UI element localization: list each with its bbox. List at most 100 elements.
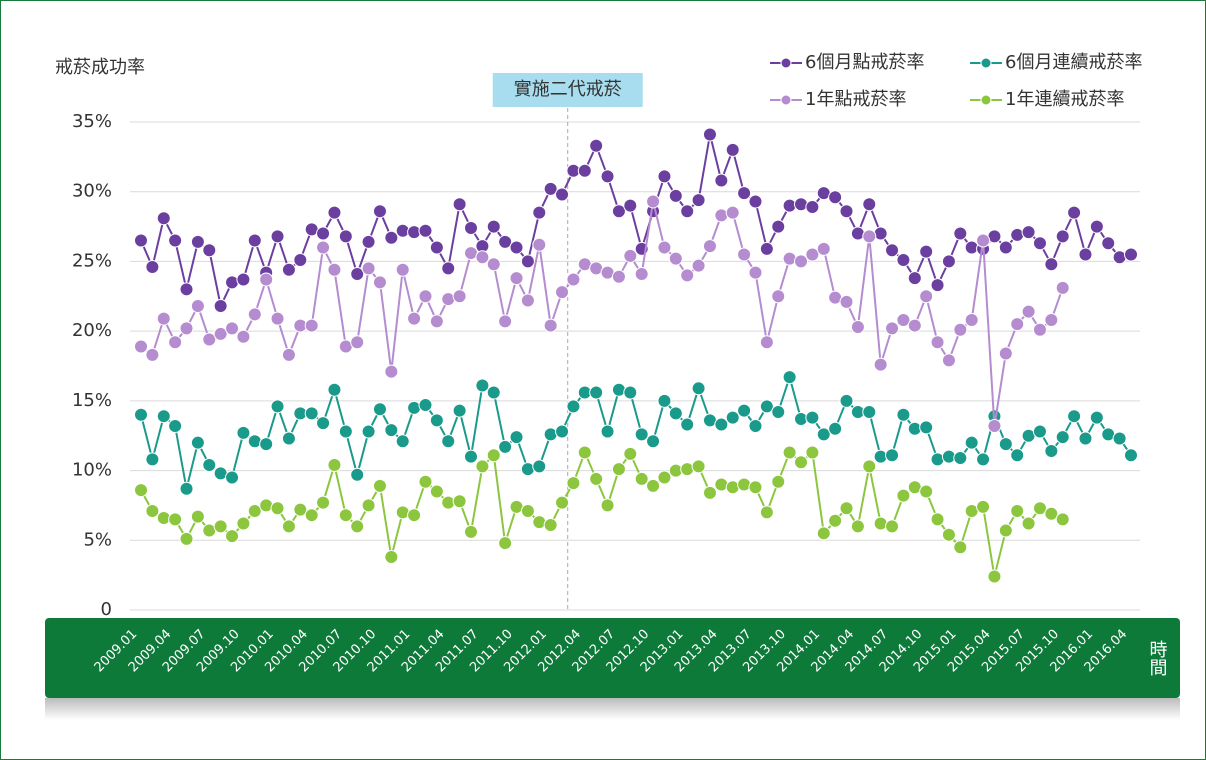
legend-marker [980,94,992,106]
data-point [1044,257,1059,272]
data-point [429,314,444,329]
data-point [384,550,399,565]
data-point [156,409,171,424]
data-point [338,229,353,244]
annotation-box [492,73,643,107]
data-point [407,508,422,523]
data-point [247,434,262,449]
data-point [543,318,558,333]
data-point [623,248,638,263]
data-point [714,417,729,432]
data-point [600,169,615,184]
data-point [543,517,558,532]
data-point [202,243,217,258]
data-point [1124,448,1138,463]
data-point [247,307,262,322]
data-point [646,194,661,209]
data-point [145,260,160,275]
data-point [862,229,877,244]
data-point [213,299,228,314]
data-point [816,526,831,541]
data-point [281,431,296,446]
data-point [885,243,900,258]
data-point [1044,312,1059,327]
data-point [338,508,353,523]
data-point [247,504,262,519]
data-point [327,205,342,220]
data-point [714,477,729,492]
data-point [828,421,843,436]
data-point [737,403,752,418]
data-point [782,370,797,385]
data-point [885,321,900,336]
series-line [140,134,1132,310]
data-point [896,488,911,503]
data-point [395,262,410,277]
data-point [873,357,888,372]
data-point [759,335,774,350]
data-point [862,197,877,212]
legend-marker [980,57,992,69]
data-point [213,326,228,341]
data-point [976,452,991,467]
data-point [702,485,717,500]
data-point [953,451,968,466]
data-point [418,398,433,413]
data-point [748,480,763,495]
data-point [532,205,547,220]
data-point [1112,431,1127,446]
data-point [543,181,558,196]
data-point [304,406,319,421]
data-point [1044,444,1059,459]
data-point [270,229,285,244]
data-point [475,250,490,265]
data-point [589,138,604,153]
data-point [919,484,934,499]
data-point [543,427,558,442]
x-axis-label: 時間 [1147,640,1168,677]
data-point [509,430,524,445]
data-point [384,364,399,379]
data-point [418,474,433,489]
data-point [953,322,968,337]
data-point [1032,424,1047,439]
data-point [156,211,171,226]
legend-label: 1年點戒菸率 [805,89,906,110]
y-tick-label: 35% [72,111,112,132]
data-point [623,198,638,213]
data-point [441,261,456,276]
data-point [1055,229,1070,244]
data-point [862,405,877,420]
data-point [316,416,331,431]
data-point [281,262,296,277]
annotation-text: 實施二代戒菸 [514,79,622,100]
data-point [577,445,592,460]
data-point [407,311,422,326]
data-point [452,403,467,418]
data-point [748,418,763,433]
data-point [657,393,672,408]
data-point [372,275,387,290]
data-point [907,318,922,333]
data-point [953,226,968,241]
data-point [941,353,956,368]
data-point [702,127,717,142]
data-point [600,424,615,439]
data-point [953,540,968,555]
data-point [794,455,808,470]
data-point [418,289,433,304]
legend-label: 6個月點戒菸率 [805,52,924,73]
data-point [270,501,285,516]
data-point [1021,516,1036,531]
data-point [316,495,331,510]
y-tick-label: 25% [72,250,112,271]
data-point [930,452,945,467]
data-point [190,299,205,314]
data-point [634,266,649,281]
data-point [611,382,626,397]
data-point [657,240,672,255]
data-point [566,399,581,414]
data-point [475,459,490,474]
data-point [281,347,296,362]
